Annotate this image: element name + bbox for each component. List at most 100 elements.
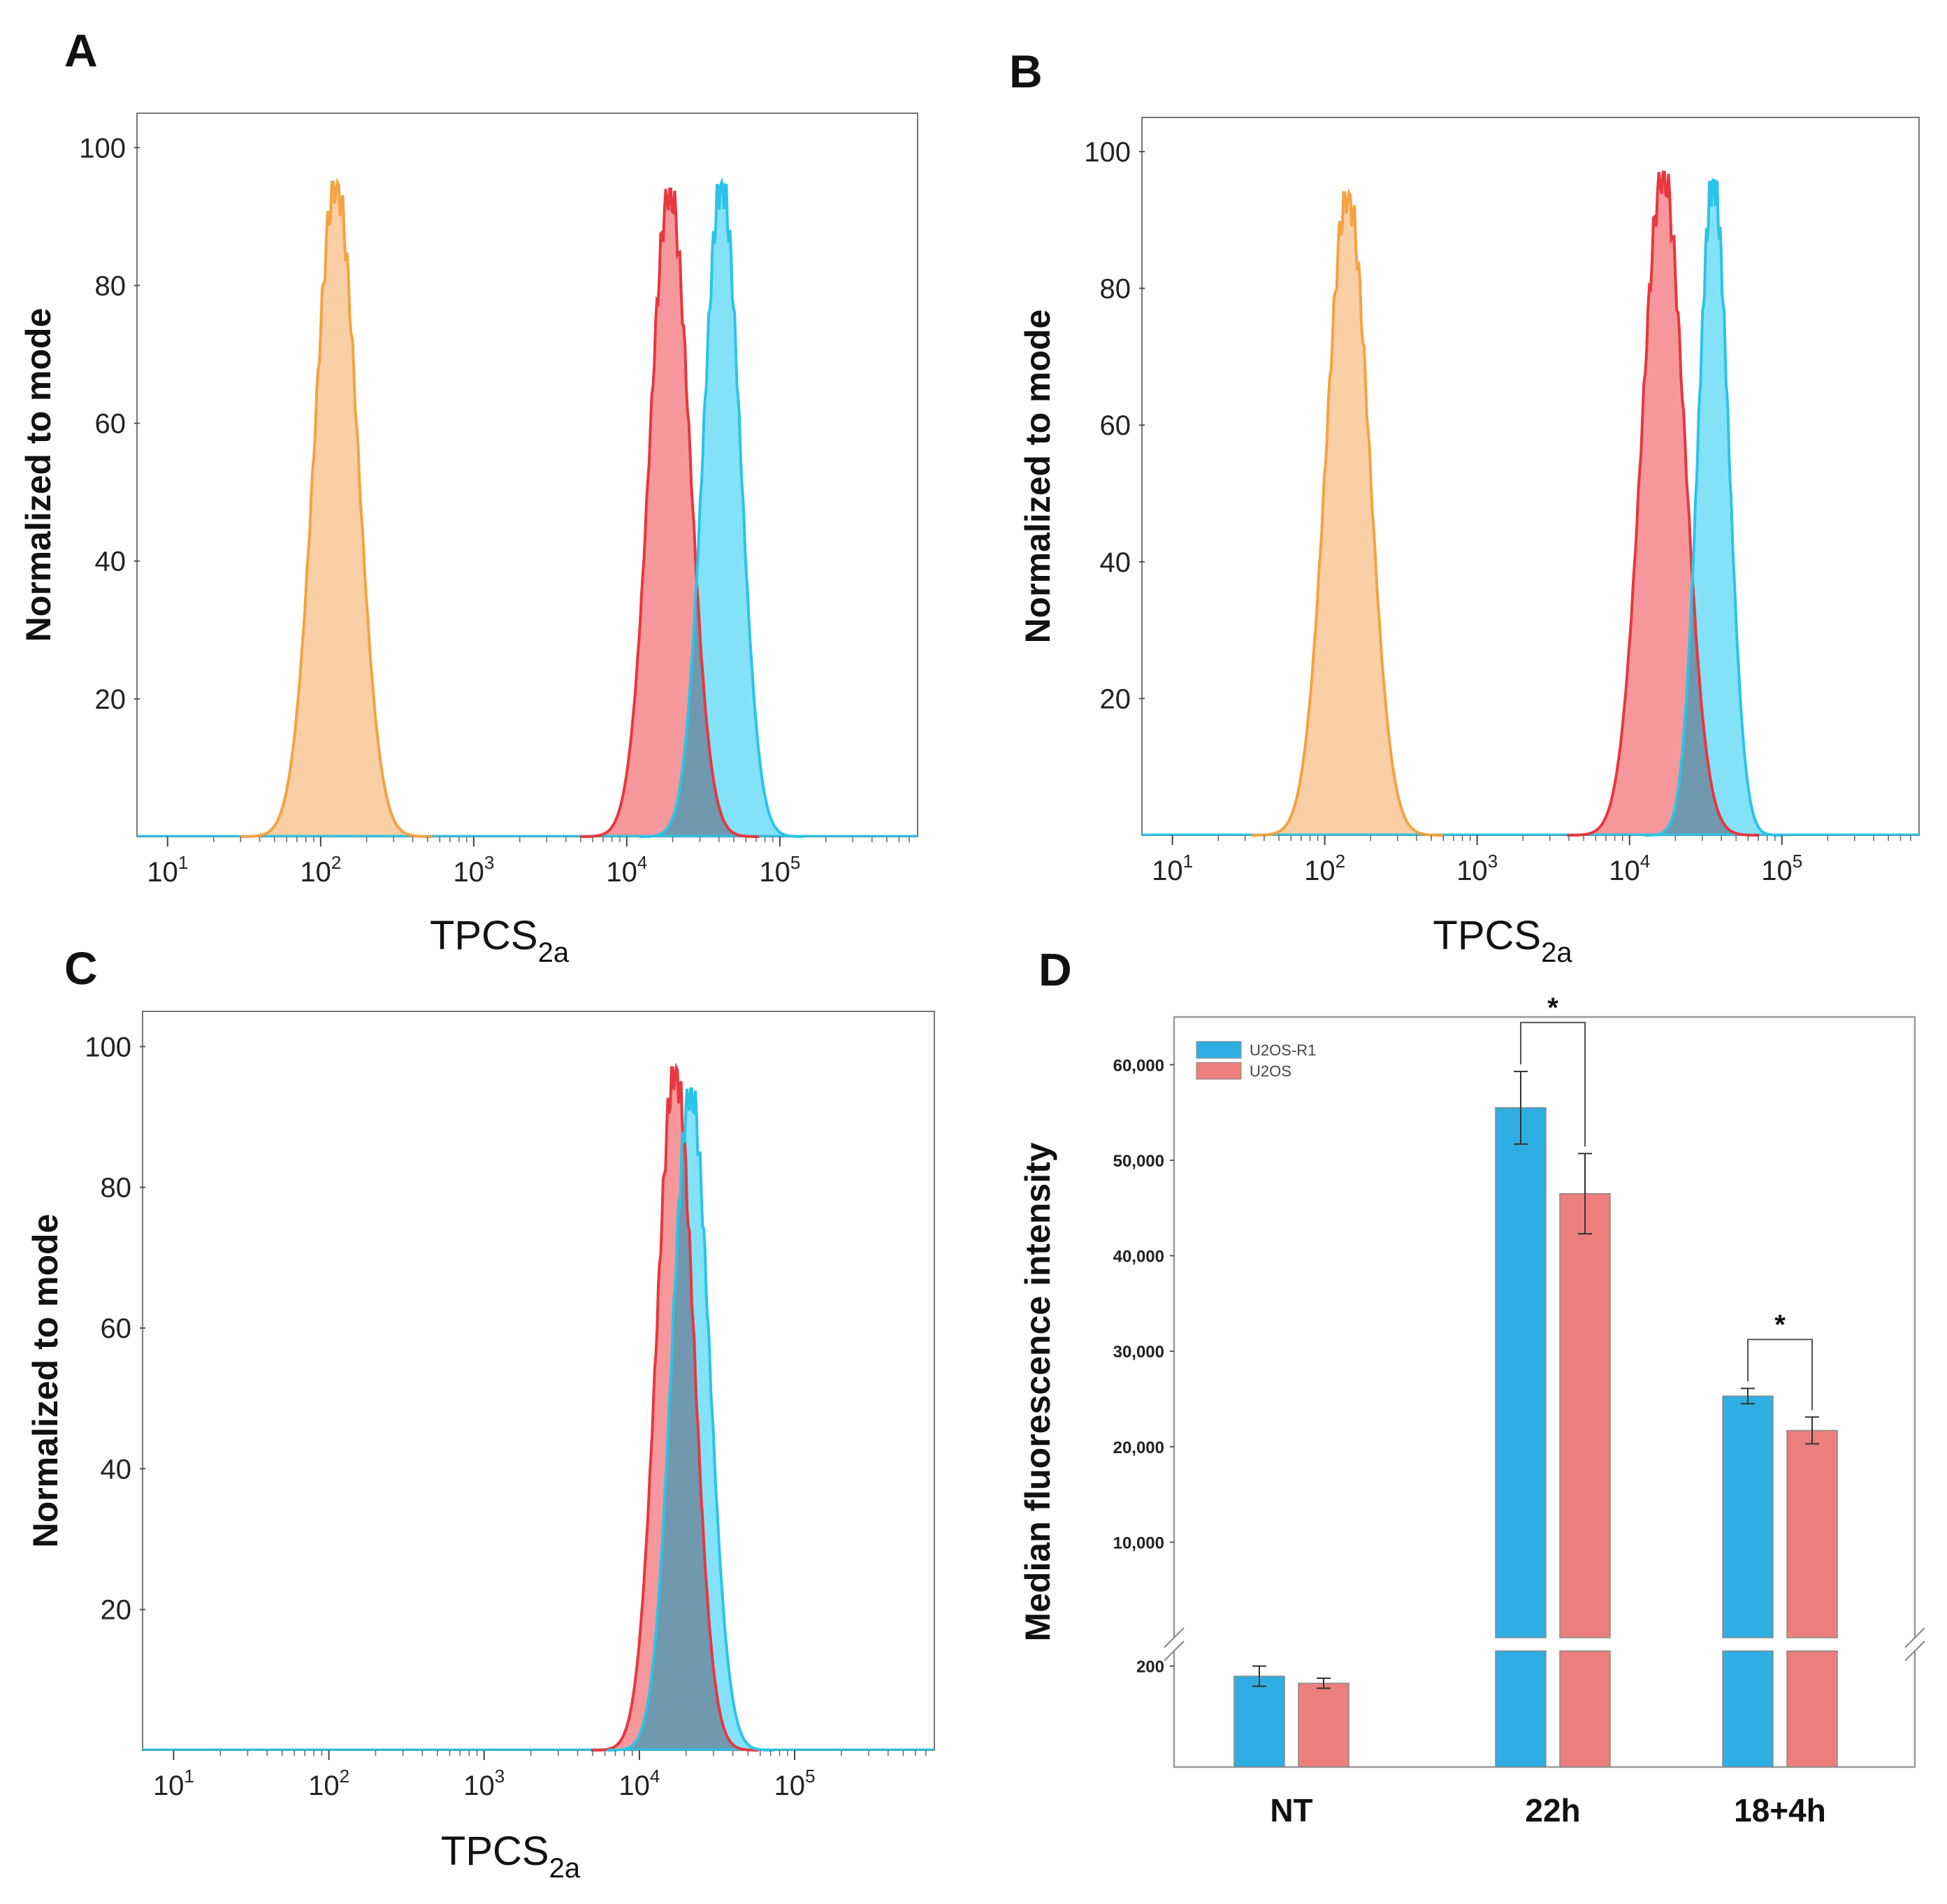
legend-label: U2OS-R1 [1250, 1041, 1316, 1059]
x-tick-base: 10 [606, 857, 637, 888]
histogram-line-red [591, 1062, 760, 1752]
y-tick-label: 60 [1100, 410, 1131, 441]
panel-label-b: B [1009, 45, 1043, 97]
histogram-line-orange [239, 178, 433, 838]
significance-marker: * [1774, 1309, 1786, 1340]
y-tick-label: 20 [1100, 684, 1131, 714]
y-axis-title: Normalized to mode [26, 1214, 65, 1548]
panel-label-a: A [64, 24, 98, 76]
significance-marker: * [1547, 993, 1558, 1023]
panel-label-d: D [1038, 944, 1072, 995]
histogram-fill-red [580, 189, 760, 837]
bar-U2OS-NT [1298, 1682, 1349, 1768]
histogram-fill-blue [639, 182, 804, 837]
bar-U2OS-R1-NT [1233, 1675, 1285, 1768]
x-tick-label: 104 [618, 1766, 660, 1801]
x-axis-title-main: TPCS [430, 913, 538, 958]
x-tick-label: 103 [453, 852, 494, 888]
x-tick-base: 10 [463, 1770, 495, 1801]
y-tick-label: 30,000 [1113, 1343, 1164, 1362]
y-tick-label: 100 [85, 1032, 131, 1062]
histogram-fill-orange [1252, 192, 1444, 836]
y-tick-label: 80 [101, 1173, 132, 1204]
x-tick-base: 10 [774, 1770, 806, 1801]
x-tick-label: 101 [1152, 851, 1193, 886]
x-tick-label: 105 [759, 852, 800, 888]
x-tick-base: 10 [300, 857, 331, 888]
significance-bracket [1747, 1339, 1813, 1411]
x-tick-base: 10 [453, 857, 484, 888]
x-tick-base: 10 [1761, 856, 1793, 886]
y-tick-label: 100 [1084, 137, 1131, 168]
x-tick-label: 103 [1456, 851, 1498, 886]
y-tick-label: 50,000 [1113, 1152, 1164, 1171]
y-tick-label: 100 [79, 133, 126, 164]
bar-U2OS-R1-18+4h [1722, 1395, 1774, 1638]
x-tick-exponent: 4 [650, 1766, 660, 1787]
axis-break-mark [1904, 1627, 1925, 1648]
histogram-overlap [591, 1141, 775, 1750]
panel-label-c: C [64, 942, 98, 994]
axis-break-mark [1164, 1627, 1185, 1648]
x-tick-exponent: 5 [805, 1766, 815, 1787]
x-tick-label: 102 [1304, 851, 1345, 886]
bar-lower-U2OS-18+4h [1786, 1650, 1838, 1768]
bar-U2OS-R1-22h [1495, 1107, 1547, 1638]
x-tick-label: 102 [300, 852, 341, 888]
axis-break-mark [1164, 1640, 1185, 1661]
y-tick-label: 200 [1136, 1658, 1164, 1677]
x-tick-label: 103 [463, 1766, 505, 1801]
y-tick-label: 60,000 [1113, 1056, 1164, 1075]
y-tick-label: 40,000 [1113, 1248, 1164, 1267]
x-tick-exponent: 1 [1183, 851, 1193, 872]
x-tick-label: 105 [774, 1766, 816, 1801]
x-tick-exponent: 3 [1488, 851, 1498, 872]
axis-break-mark [1904, 1640, 1925, 1661]
y-tick-label: 80 [95, 271, 126, 301]
x-axis-title: TPCS2a [430, 913, 570, 968]
bar-lower-U2OS-22h [1559, 1650, 1611, 1768]
x-tick-exponent: 3 [495, 1766, 505, 1787]
bar-U2OS-18+4h [1786, 1429, 1838, 1638]
x-tick-base: 10 [153, 1770, 184, 1801]
x-axis-title-main: TPCS [1433, 913, 1541, 958]
x-tick-label: 104 [1609, 851, 1650, 886]
histogram-line-blue [607, 1087, 775, 1752]
x-category-label: NT [1270, 1792, 1312, 1829]
y-axis-title: Median fluorescence intensity [1018, 1142, 1057, 1641]
x-tick-exponent: 1 [178, 852, 188, 873]
x-category-label: 18+4h [1734, 1792, 1826, 1829]
x-tick-base: 10 [618, 1770, 650, 1801]
x-tick-exponent: 4 [1640, 851, 1650, 872]
x-axis-title-subscript: 2a [1541, 937, 1572, 968]
histogram-line-red [580, 187, 760, 838]
x-tick-base: 10 [1609, 856, 1640, 886]
y-tick-label: 40 [95, 547, 126, 577]
bar-U2OS-22h [1559, 1192, 1611, 1638]
histogram-fill-red [1567, 172, 1760, 835]
bar-chart-d: 60,000 50,000 40,000 30,000 20,000 10,000 200 N… [1018, 993, 1925, 1829]
legend-label: U2OS [1250, 1062, 1291, 1080]
y-axis-title: Normalized to mode [1018, 310, 1057, 644]
histogram-line-red [1567, 171, 1760, 837]
x-tick-exponent: 2 [340, 1766, 349, 1787]
histogram-line-blue [639, 177, 805, 838]
x-axis-title-subscript: 2a [538, 937, 570, 968]
x-tick-label: 102 [308, 1766, 349, 1801]
histogram-overlap [580, 582, 804, 837]
y-axis-title: Normalized to mode [19, 308, 58, 642]
x-axis-title-main: TPCS [441, 1829, 549, 1874]
x-tick-exponent: 3 [484, 852, 494, 873]
x-tick-exponent: 2 [1336, 851, 1345, 872]
x-tick-label: 101 [153, 1766, 194, 1801]
bar-lower-U2OS-R1-22h [1495, 1650, 1547, 1768]
x-tick-label: 104 [606, 852, 647, 888]
x-tick-base: 10 [308, 1770, 340, 1801]
